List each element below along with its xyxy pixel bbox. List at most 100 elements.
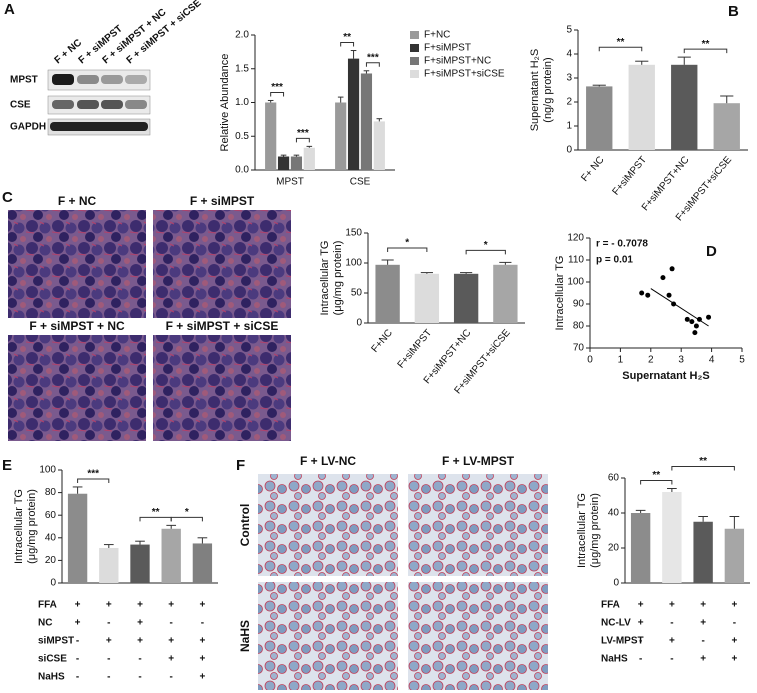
row-label: GAPDH (10, 122, 46, 133)
sig-bracket (77, 478, 110, 483)
table-cell: - (76, 654, 79, 665)
sig-label: *** (87, 469, 99, 480)
point (669, 266, 675, 272)
table-cell: - (76, 672, 79, 683)
micrographs-f (258, 474, 548, 690)
image-label: F + siMPST + NC (29, 319, 125, 333)
y-tick-label: 100 (345, 258, 362, 269)
y-axis-label: Intracellular TG (576, 493, 588, 568)
table-cell: - (670, 654, 673, 665)
bar (453, 273, 479, 323)
y-tick-label: 0.0 (235, 165, 249, 176)
table-row-label: NC-LV (601, 618, 631, 629)
sig-bracket (340, 42, 355, 47)
image-label: F + LV-NC (300, 454, 356, 468)
table-cell: + (199, 672, 205, 683)
table-cell: - (138, 654, 141, 665)
image-label: F + NC (58, 194, 97, 208)
y-tick-label: 90 (573, 299, 585, 310)
bar (290, 156, 303, 170)
y-tick-label: 2.0 (235, 30, 249, 41)
sig-label: *** (367, 52, 379, 63)
table-cell: - (107, 672, 110, 683)
x-tick-label: F+ NC (579, 155, 606, 184)
point (639, 290, 645, 296)
image-label: F + LV-MPST (442, 454, 515, 468)
sig-label: ** (152, 507, 160, 518)
bar (277, 156, 290, 170)
x-tick-label: MPST (276, 177, 304, 188)
bar (693, 521, 713, 583)
image-label: F + siMPST (190, 194, 255, 208)
point (706, 314, 712, 320)
x-tick-label: F+siMPST (396, 328, 435, 371)
y-tick-label: 0 (566, 145, 572, 156)
panel-letter: B (728, 3, 739, 20)
table-cell: + (106, 636, 112, 647)
table-cell: + (199, 600, 205, 611)
y-axis-label: (μg/mg protein) (589, 493, 601, 568)
y-tick-label: 110 (568, 255, 584, 266)
x-tick-label: 3 (678, 355, 684, 366)
y-tick-label: 4 (566, 49, 572, 60)
bar (303, 147, 315, 170)
panel-letter: E (2, 457, 12, 474)
table-cell: + (75, 618, 81, 629)
table-cell: - (107, 654, 110, 665)
y-tick-label: 120 (567, 233, 584, 244)
point (684, 316, 690, 322)
row-label: CSE (10, 100, 31, 111)
bar (335, 102, 347, 170)
bar (130, 544, 150, 583)
sig-bracket (465, 249, 506, 255)
sig-label: ** (652, 470, 660, 481)
table-cell: - (107, 618, 110, 629)
image-label: Control (238, 504, 252, 547)
sig-bracket (170, 516, 203, 522)
y-axis-label: (μg/mg protein) (26, 489, 38, 564)
table-cell: + (638, 600, 644, 611)
y-axis-label: Supernatant H₂S (529, 49, 541, 132)
bar (662, 492, 682, 583)
point (645, 292, 651, 298)
table-cell: - (733, 618, 736, 629)
table-cell: + (731, 654, 737, 665)
y-tick-label: 150 (345, 228, 362, 239)
bar (628, 64, 655, 150)
x-tick-label: CSE (350, 177, 371, 188)
point (693, 323, 699, 329)
table-cell: + (168, 654, 174, 665)
legend-label: F+siMPST (424, 43, 471, 54)
annotation: r = - 0.7078 (596, 239, 648, 250)
point (660, 275, 666, 281)
y-tick-label: 20 (608, 543, 620, 554)
bar (375, 264, 400, 323)
trend-line (650, 288, 709, 327)
y-axis-label: Intracellular TG (554, 256, 566, 331)
panel-letter: A (4, 1, 15, 18)
sig-label: * (405, 238, 409, 249)
y-tick-label: 40 (608, 508, 620, 519)
y-tick-label: 100 (567, 277, 584, 288)
image-label: F + siMPST + siCSE (166, 319, 279, 333)
table-cell: + (137, 600, 143, 611)
table-cell: + (168, 600, 174, 611)
table-cell: + (168, 636, 174, 647)
y-tick-label: 60 (608, 473, 620, 484)
bar (360, 73, 373, 170)
table-cell: - (670, 618, 673, 629)
table-row-label: FFA (38, 600, 57, 611)
y-tick-label: 70 (573, 343, 585, 354)
legend-label: F+siMPST+NC (424, 56, 491, 67)
x-tick-label: 2 (648, 355, 654, 366)
image-label: NaHS (238, 620, 252, 652)
y-tick-label: 100 (39, 465, 56, 476)
x-tick-label: 1 (618, 355, 624, 366)
legend-swatch (410, 44, 419, 52)
y-tick-label: 1.0 (235, 97, 249, 108)
sig-label: * (185, 507, 189, 518)
bar (67, 493, 88, 583)
sig-bracket (683, 48, 728, 54)
bar (99, 547, 119, 583)
bar (586, 86, 613, 150)
